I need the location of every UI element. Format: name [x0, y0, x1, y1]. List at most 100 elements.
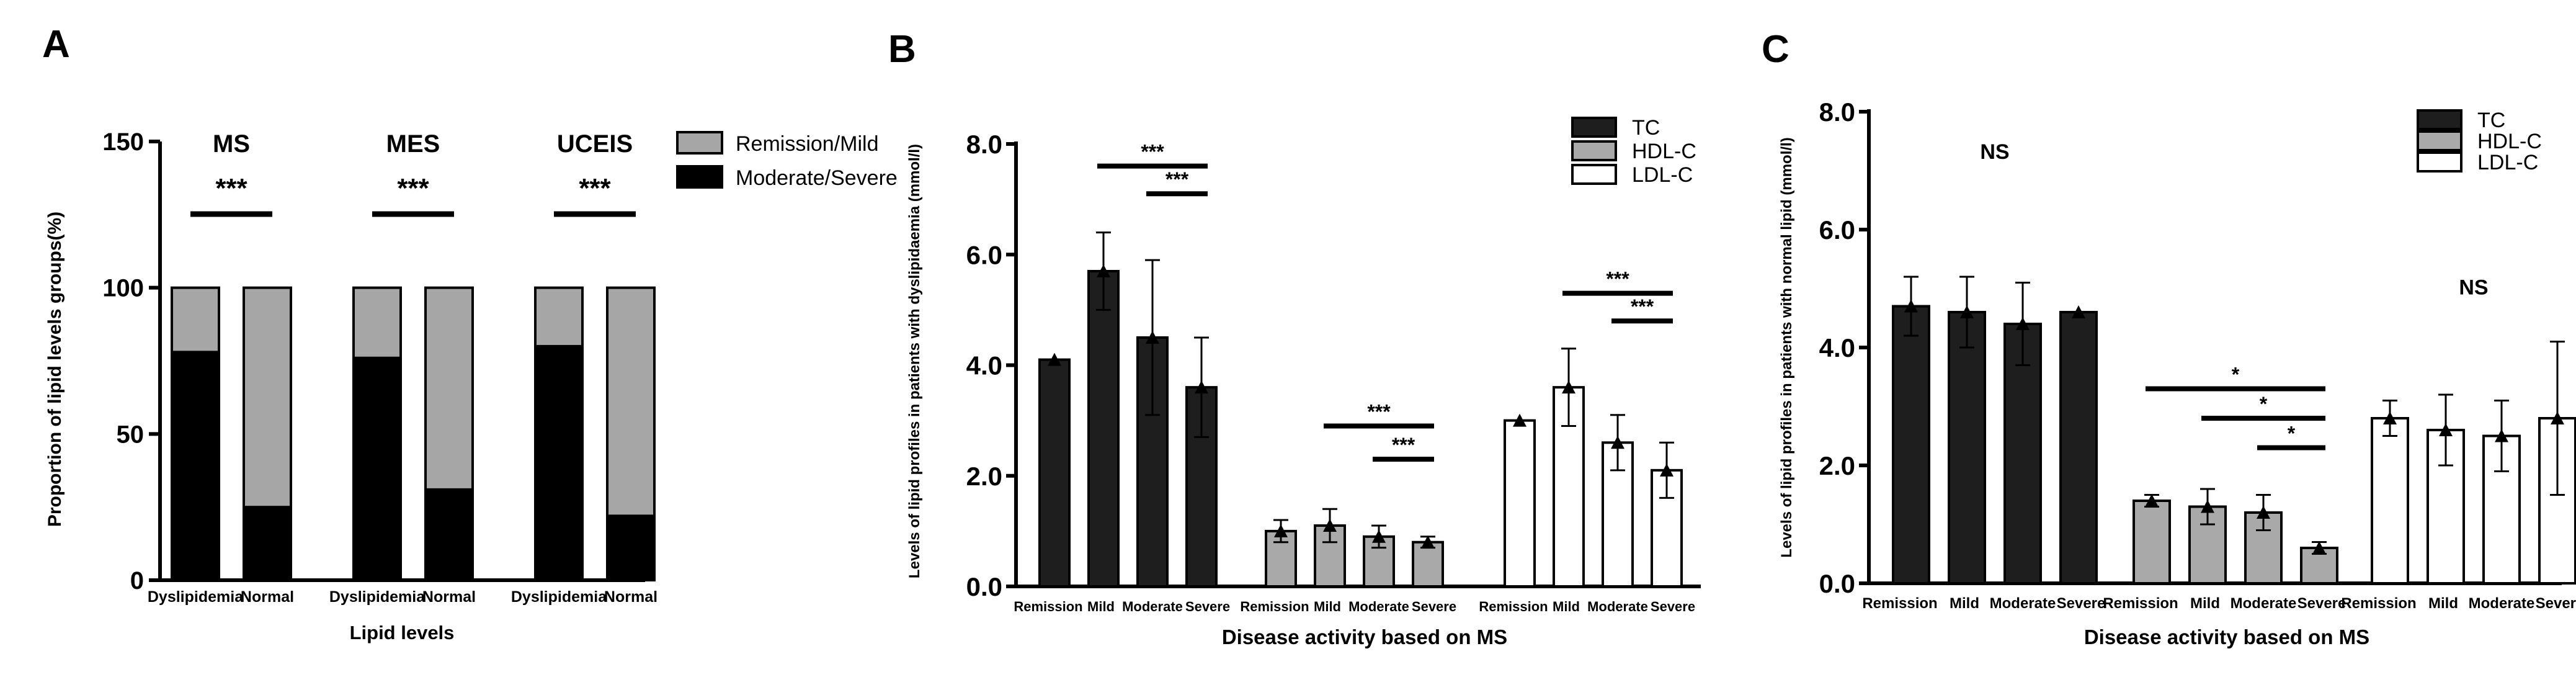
- panel-b-x-axis-label: Disease activity based on MS: [1222, 625, 1507, 648]
- panel-b-x-tick-label: Remission: [1014, 599, 1082, 614]
- panel-a-bar-moderate-severe: [424, 488, 474, 581]
- panel-b-chart: Levels of lipid profiles in patients wit…: [906, 116, 1701, 648]
- panel-b-significance-label: ***: [1165, 168, 1189, 191]
- panel-a-bar-remission-mild: [243, 286, 292, 509]
- panel-a-bar-remission-mild: [534, 286, 584, 347]
- panel-b-x-tick-label: Remission: [1240, 599, 1309, 614]
- panel-b-mean-marker: [1513, 413, 1526, 427]
- panel-c-annotation: NS: [1980, 140, 2009, 164]
- panel-b-significance-label: ***: [1631, 295, 1654, 318]
- panel-a-significance-label: ***: [215, 173, 247, 204]
- panel-a-bar-moderate-severe: [171, 351, 220, 581]
- panel-c-y-tick-label: 6.0: [1819, 215, 1855, 244]
- panel-b-y-tick-label: 6.0: [966, 240, 1002, 269]
- panel-b-y-tick-label: 0.0: [966, 572, 1002, 601]
- panel-c-x-tick-label: Severe: [2297, 595, 2346, 612]
- panel-b-mean-marker: [1195, 380, 1208, 394]
- panel-a-y-axis-label: Proportion of lipid levels groups(%): [45, 212, 65, 527]
- panel-c-bar: [2059, 311, 2098, 585]
- panel-a-bar-remission-mild: [352, 286, 402, 359]
- panel-c-x-tick-label: Mild: [2190, 595, 2220, 612]
- panel-c-mean-marker: [1904, 299, 1918, 313]
- panel-b-bar: [1038, 358, 1071, 588]
- panel-b-mean-marker: [1048, 352, 1061, 366]
- panel-a-y-tick-label: 150: [102, 128, 144, 156]
- panel-b-significance-label: ***: [1141, 141, 1164, 163]
- panel-c-legend-swatch: [2417, 130, 2462, 151]
- panel-a-y-tick-label: 50: [117, 421, 145, 448]
- panel-c-y-tick-label: 0.0: [1819, 569, 1855, 598]
- panel-b-bar: [1412, 540, 1444, 588]
- panel-b-mean-marker: [1372, 529, 1386, 543]
- panel-b-x-tick-label: Severe: [1412, 599, 1456, 614]
- panel-c-mean-marker: [2551, 411, 2564, 424]
- panel-c-significance-label: *: [2288, 423, 2296, 445]
- panel-c-x-tick-label: Remission: [2103, 595, 2178, 612]
- panel-b-mean-marker: [1660, 463, 1674, 477]
- panel-b-legend-swatch: [1571, 117, 1617, 138]
- panel-a-group-label: UCEIS: [557, 130, 633, 158]
- panel-b-y-tick-label: 4.0: [966, 351, 1002, 380]
- panel-b-x-tick-label: Severe: [1651, 599, 1695, 614]
- panel-a-significance-label: ***: [579, 173, 611, 204]
- panel-b-legend-swatch: [1571, 164, 1617, 185]
- panel-a-x-tick-label: Normal: [604, 588, 657, 606]
- panel-c-mean-marker: [2439, 423, 2453, 436]
- panel-c-x-tick-label: Moderate: [2231, 595, 2297, 612]
- panel-c-mean-marker: [2495, 429, 2508, 442]
- panel-c-x-tick-label: Mild: [2428, 595, 2458, 612]
- panel-a-legend-label: Remission/Mild: [736, 132, 879, 156]
- panel-a-legend-swatch: [676, 131, 723, 155]
- panel-b-y-axis-label: Levels of lipid profiles in patients wit…: [906, 144, 923, 578]
- panel-c-mean-marker: [2257, 506, 2270, 519]
- panel-label-b: B: [888, 28, 916, 71]
- panel-a-legend-label: Moderate/Severe: [736, 166, 898, 190]
- panel-c-x-tick-label: Moderate: [2469, 595, 2535, 612]
- panel-b-mean-marker: [1146, 330, 1159, 344]
- panel-label-a: A: [42, 23, 70, 66]
- panel-c-x-axis-label: Disease activity based on MS: [2084, 625, 2369, 648]
- panel-b-x-tick-label: Mild: [1087, 599, 1115, 614]
- panel-b-y-tick-label: 2.0: [966, 462, 1002, 491]
- panel-c-y-tick-label: 4.0: [1819, 333, 1855, 362]
- panel-c-legend-swatch: [2417, 109, 2462, 130]
- panel-c-x-tick-label: Severe: [2057, 595, 2106, 612]
- panel-a-group-label: MS: [213, 130, 250, 158]
- panel-b-mean-marker: [1323, 518, 1337, 532]
- panel-a-bar-moderate-severe: [352, 356, 402, 582]
- panel-c-annotation: NS: [2459, 276, 2488, 300]
- panel-c-bar: [2371, 417, 2409, 585]
- panel-b-significance-label: ***: [1392, 434, 1415, 456]
- panel-a-bar-remission-mild: [606, 286, 656, 518]
- panel-c-y-axis-label: Levels of lipid profiles in patients wit…: [1778, 137, 1795, 557]
- panel-c-bar: [2133, 500, 2171, 585]
- panel-b-y-tick-label: 8.0: [966, 130, 1002, 159]
- panel-a-x-tick-label: Dyslipidemia: [511, 588, 607, 606]
- panel-a-bar-moderate-severe: [243, 506, 292, 582]
- panel-b-bar: [1504, 419, 1536, 588]
- panel-label-c: C: [1762, 28, 1789, 71]
- panel-c-legend-label: HDL-C: [2477, 130, 2542, 153]
- panel-a-group-label: MES: [386, 130, 440, 158]
- panel-c-y-tick-label: 2.0: [1819, 451, 1855, 480]
- panel-c-x-tick-label: Remission: [1862, 595, 1937, 612]
- panel-a-bar-remission-mild: [171, 286, 220, 354]
- panel-a-y-tick-label: 0: [130, 567, 144, 594]
- panel-b-mean-marker: [1097, 264, 1110, 277]
- panel-b-x-tick-label: Mild: [1314, 599, 1341, 614]
- panel-b-significance-label: ***: [1606, 268, 1629, 290]
- panel-b-x-tick-label: Remission: [1479, 599, 1548, 614]
- panel-b-x-tick-label: Moderate: [1348, 599, 1409, 614]
- panel-c-mean-marker: [2383, 411, 2397, 424]
- panel-b-significance-label: ***: [1367, 401, 1391, 423]
- panel-a-significance-label: ***: [397, 173, 429, 204]
- panel-b-mean-marker: [1421, 535, 1435, 549]
- panel-a-bar-moderate-severe: [534, 344, 584, 582]
- panel-c-mean-marker: [2016, 317, 2030, 330]
- panel-b-mean-marker: [1611, 436, 1624, 449]
- panel-c-chart: Levels of lipid profiles in patients wit…: [1778, 97, 2576, 648]
- panel-b-legend-label: HDL-C: [1632, 140, 1696, 163]
- panel-b-x-tick-label: Mild: [1553, 599, 1580, 614]
- panel-b-mean-marker: [1562, 380, 1575, 394]
